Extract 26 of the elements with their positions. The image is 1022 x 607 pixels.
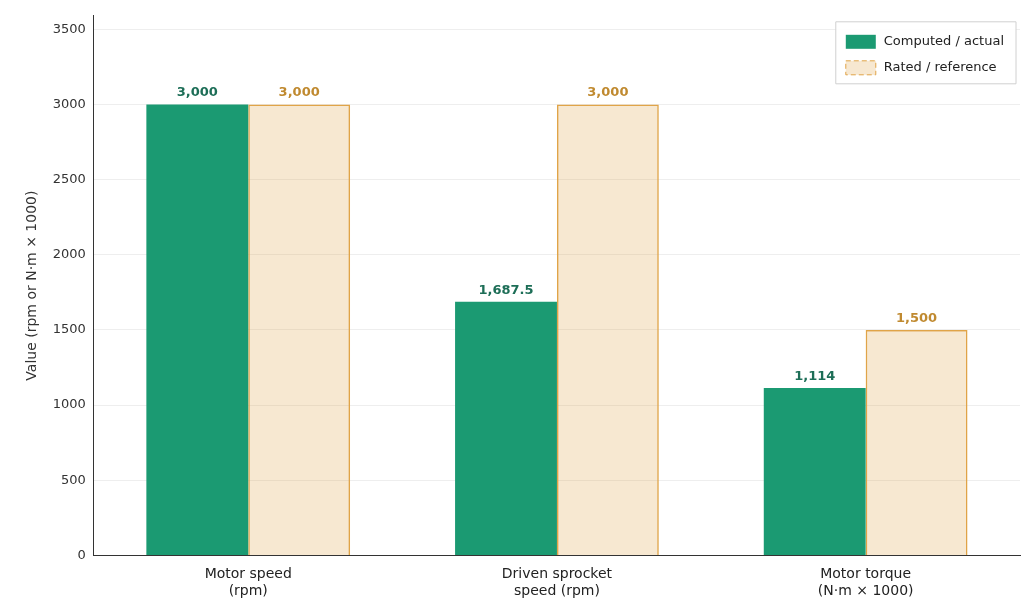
- bar: [146, 104, 249, 555]
- y-tick-label: 0: [77, 546, 86, 562]
- data-label: 3,000: [176, 84, 218, 100]
- y-tick-label: 2000: [52, 246, 86, 262]
- y-tick-label: 1500: [52, 321, 86, 337]
- y-tick-label: 500: [61, 471, 86, 487]
- y-tick-label: 1000: [52, 396, 86, 412]
- bar: [248, 104, 351, 555]
- x-tick-label: Motor speed (rpm): [204, 565, 292, 599]
- data-label: 1,687.5: [478, 281, 534, 297]
- data-label: 1,114: [794, 367, 836, 383]
- y-tick-label: 3000: [52, 95, 86, 111]
- bar: [865, 329, 968, 555]
- legend-label: Rated / reference: [883, 59, 997, 75]
- legend-label: Computed / actual: [883, 33, 1005, 49]
- data-label: 3,000: [278, 84, 320, 100]
- bar: [455, 301, 557, 555]
- data-label: 1,500: [896, 309, 938, 325]
- bar: [556, 104, 659, 555]
- x-tick-label: Motor torque (N·m × 1000): [817, 565, 914, 599]
- y-tick-label: 3500: [52, 20, 86, 36]
- y-axis-title: Value (rpm or N·m × 1000): [23, 190, 40, 381]
- data-label: 3,000: [587, 84, 629, 100]
- bar: [763, 387, 866, 555]
- x-tick-label: Driven sprocket speed (rpm): [501, 565, 613, 599]
- y-tick-label: 2500: [52, 171, 86, 187]
